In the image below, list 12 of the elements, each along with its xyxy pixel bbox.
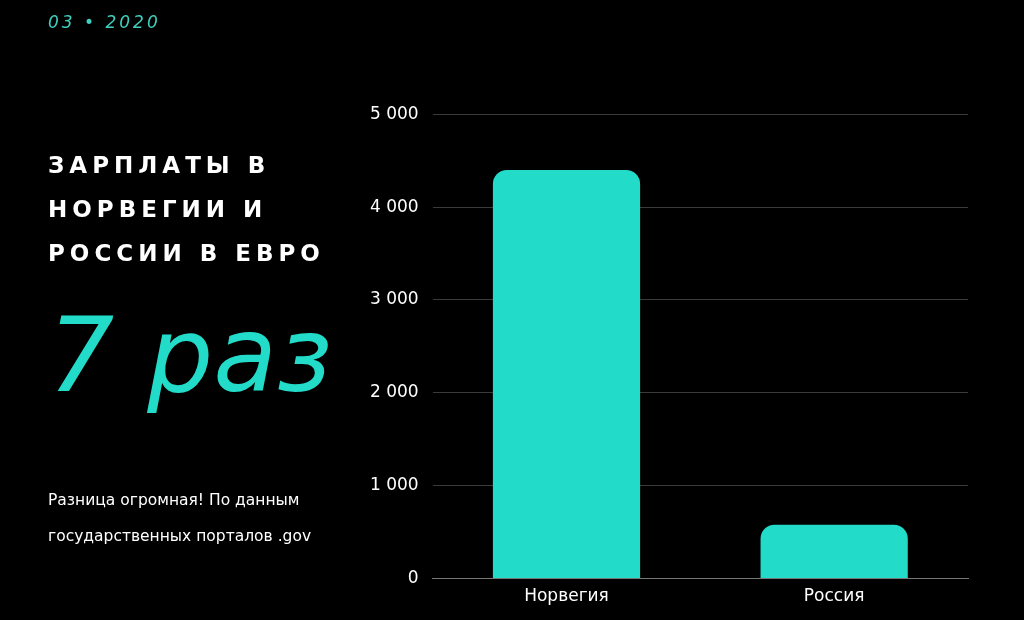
- x-tick-label: Россия: [803, 585, 865, 606]
- text: Разница огромная! По данным государственных порталов .gov: [48, 490, 313, 547]
- y-tick-label: 2 000: [370, 381, 419, 402]
- y-tick-label: 3 000: [370, 288, 419, 309]
- text: ЗАРПЛАТЫ В НОРВЕГИИ И РОССИИ В ЕВРО: [48, 151, 326, 268]
- y-tick-label: 1 000: [370, 474, 419, 495]
- text: 03 • 2020: [48, 12, 161, 32]
- y-tick-label: 4 000: [370, 195, 419, 216]
- y-tick-label: 0: [407, 567, 419, 588]
- x-tick-label: Норвегия: [524, 585, 609, 606]
- text: 7 раз: [48, 293, 333, 418]
- y-tick-label: 5 000: [370, 102, 419, 123]
